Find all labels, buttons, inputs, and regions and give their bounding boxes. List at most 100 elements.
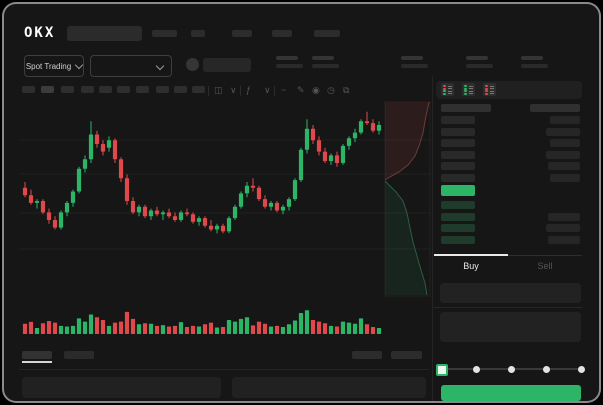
volume-bar (88, 314, 94, 334)
volume-bar (64, 326, 70, 334)
bottom-action-skeleton[interactable] (352, 351, 382, 359)
bid-price-skeleton[interactable] (441, 212, 475, 221)
volume-bar (28, 321, 34, 334)
nav-item-skeleton[interactable] (232, 30, 252, 37)
history-icon[interactable]: ◷ (327, 85, 335, 95)
timeframe-button[interactable] (136, 86, 149, 93)
volume-bar (52, 322, 58, 334)
ask-amount-skeleton (546, 127, 580, 136)
nav-item-skeleton[interactable] (152, 30, 177, 37)
candle-body (70, 191, 76, 203)
candle-body (52, 220, 58, 228)
timeframe-button[interactable] (192, 86, 205, 93)
chevron-down-icon[interactable]: ∨ (264, 85, 271, 95)
volume-bar (310, 319, 316, 334)
candle-body (184, 212, 190, 215)
slider-step-dot[interactable] (577, 366, 585, 373)
nav-item-skeleton[interactable] (314, 30, 340, 37)
candle-body (178, 212, 184, 220)
bottom-tab[interactable] (22, 351, 52, 359)
volume-bar (40, 323, 46, 334)
chevron-down-icon[interactable]: ∨ (230, 85, 237, 95)
buy-submit-button[interactable] (441, 385, 581, 401)
volume-bar (304, 310, 310, 334)
candlestick-chart[interactable] (19, 101, 431, 339)
timeframe-button[interactable] (156, 86, 169, 93)
tab-sell[interactable]: Sell (537, 261, 553, 271)
amount-input[interactable] (440, 312, 581, 342)
slider-step-dot[interactable] (472, 366, 480, 373)
ask-price-skeleton[interactable] (441, 116, 475, 124)
bottom-action-skeleton[interactable] (391, 351, 422, 359)
candle-body (298, 149, 304, 181)
volume-bar (82, 321, 88, 334)
book-bids-view-icon[interactable] (462, 83, 475, 96)
candle-body (232, 206, 238, 219)
tab-buy[interactable]: Buy (463, 261, 479, 271)
ask-price-skeleton[interactable] (441, 127, 475, 136)
book-header-skeleton (530, 104, 580, 112)
volume-bar (268, 326, 274, 334)
ask-price-skeleton[interactable] (441, 162, 475, 171)
candle-body (244, 185, 250, 194)
last-price-highlight (441, 185, 475, 196)
volume-bar (376, 328, 382, 334)
timeframe-button[interactable] (174, 86, 187, 93)
ask-price-skeleton[interactable] (441, 139, 475, 148)
fullscreen-icon[interactable]: ⧉ (343, 85, 350, 95)
timeframe-button[interactable] (22, 86, 35, 93)
candle-body (40, 201, 46, 213)
bottom-input-bar[interactable] (232, 377, 426, 398)
bid-price-skeleton[interactable] (441, 224, 475, 232)
slider-step-dot[interactable] (542, 366, 550, 373)
volume-bar (340, 321, 346, 334)
candle-body (274, 202, 280, 211)
book-asks-view-icon[interactable] (483, 83, 496, 96)
search-input[interactable] (67, 26, 142, 41)
volume-bar (316, 321, 322, 334)
nav-item-skeleton[interactable] (272, 30, 292, 37)
volume-bar (328, 325, 334, 334)
bottom-input-bar[interactable] (22, 377, 221, 398)
candle-body (370, 123, 376, 131)
nav-item-skeleton[interactable] (191, 30, 205, 37)
candle-body (46, 212, 52, 220)
timeframe-button[interactable] (41, 86, 54, 93)
candle-body (196, 218, 202, 222)
volume-bar (292, 320, 298, 334)
timeframe-button[interactable] (99, 86, 112, 93)
book-combined-view-icon[interactable] (441, 83, 454, 96)
volume-bar (352, 323, 358, 334)
volume-bar (172, 325, 178, 334)
ask-price-skeleton[interactable] (441, 174, 475, 182)
candle-style-icon[interactable]: ◫ (214, 85, 223, 95)
candle-body (106, 140, 112, 148)
bottom-tab[interactable] (64, 351, 94, 359)
chevron-down-icon (74, 60, 84, 70)
market-type-selector[interactable]: Spot Trading (24, 55, 84, 77)
amount-slider-handle[interactable] (436, 364, 448, 376)
bid-price-skeleton[interactable] (441, 235, 475, 244)
draw-tool-icon[interactable]: ✎ (297, 85, 305, 95)
ask-price-skeleton[interactable] (441, 150, 475, 159)
volume-bar (274, 325, 280, 334)
stat-label-skeleton (466, 56, 488, 60)
price-input[interactable] (440, 283, 581, 303)
timeframe-button[interactable] (61, 86, 74, 93)
timeframe-button[interactable] (117, 86, 130, 93)
indicator-icon[interactable]: ƒ (246, 85, 252, 95)
line-tool-icon[interactable]: ~ (281, 85, 287, 95)
bid-price-skeleton[interactable] (441, 201, 475, 209)
candle-body (280, 206, 286, 211)
candle-body (64, 202, 70, 213)
slider-step-dot[interactable] (507, 366, 515, 373)
candle-body (268, 202, 274, 207)
volume-bar (346, 322, 352, 334)
timeframe-button[interactable] (81, 86, 94, 93)
volume-bar (142, 323, 148, 334)
okx-logo[interactable]: OKX (24, 25, 56, 41)
camera-icon[interactable]: ◉ (312, 85, 320, 95)
volume-bar (70, 325, 76, 334)
pair-select-dropdown[interactable] (90, 55, 172, 77)
